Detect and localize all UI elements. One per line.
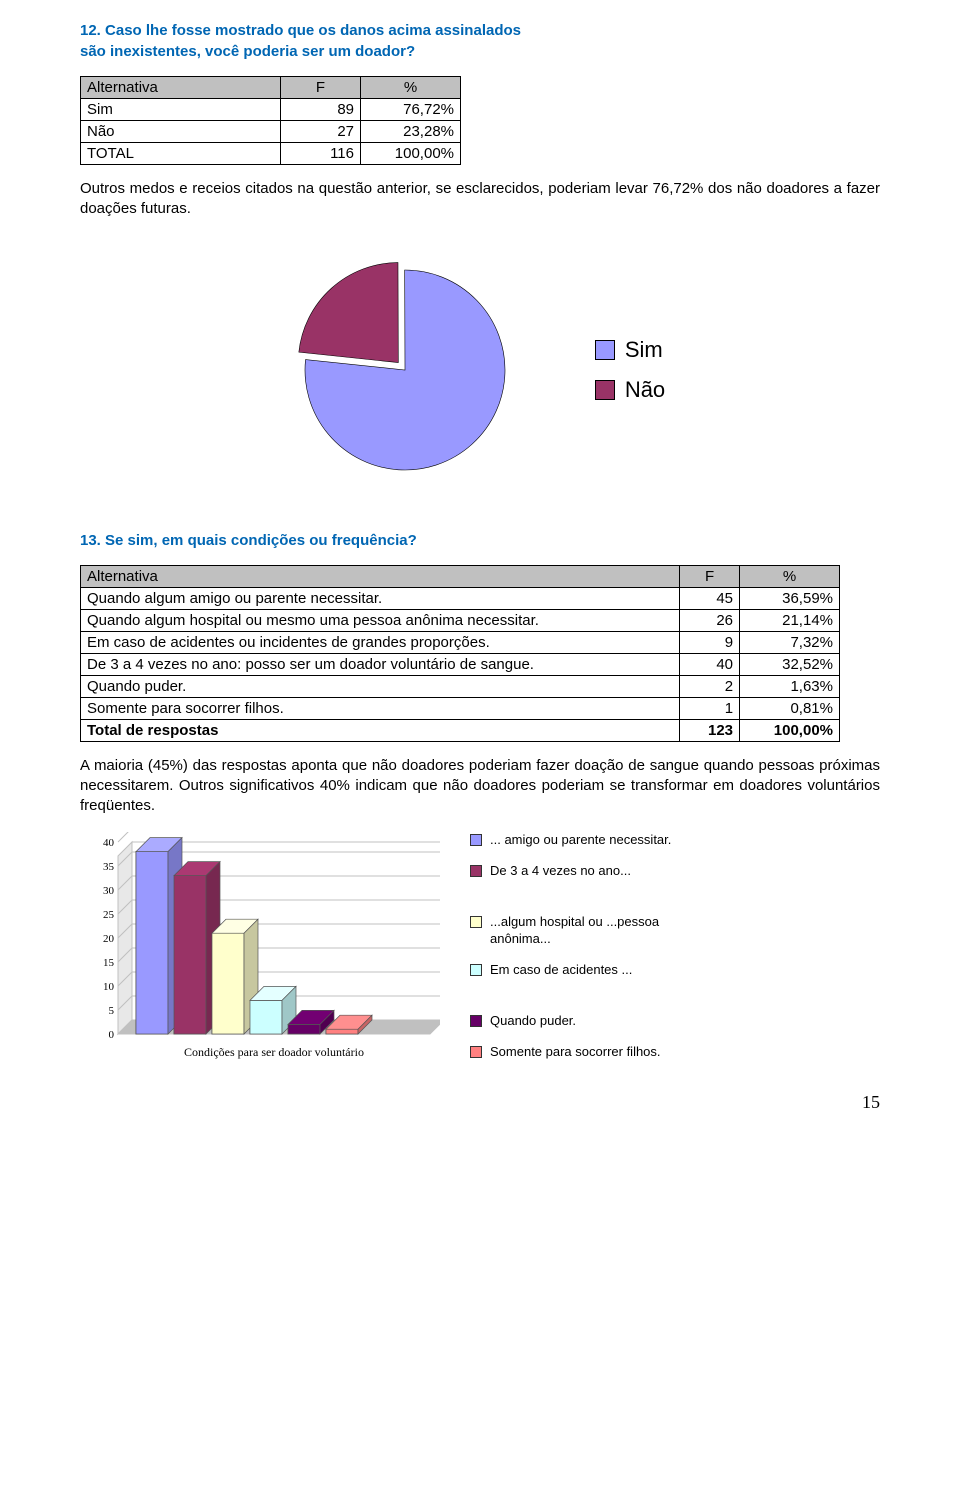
bar-face [174,876,206,1034]
q13-td: 36,59% [740,587,840,609]
bar-legend-row: ...algum hospital ou ...pessoa anônima..… [470,914,710,948]
y-tick-label: 10 [103,981,115,993]
legend-swatch [595,340,615,360]
q12-th: Alternativa [81,77,281,99]
q13-th: % [740,565,840,587]
bar-legend-row: Quando puder. [470,1013,710,1030]
bar-face [212,933,244,1034]
q12-td: 76,72% [361,99,461,121]
q13-td: 7,32% [740,631,840,653]
q13-td: Total de respostas [81,719,680,741]
q12-td: 27 [281,121,361,143]
q13-td: 0,81% [740,697,840,719]
q12-td: 23,28% [361,121,461,143]
q13-td: 21,14% [740,609,840,631]
q13-td: Somente para socorrer filhos. [81,697,680,719]
q13-title: 13. Se sim, em quais condições ou frequê… [80,530,880,551]
legend-swatch [470,916,482,928]
legend-swatch [470,964,482,976]
chart-sidewall [118,842,132,1034]
pie-legend-row: Não [595,377,665,403]
q13-td: Quando puder. [81,675,680,697]
y-tick-label: 35 [103,861,115,873]
q12-td: Sim [81,99,281,121]
q13-td: 9 [680,631,740,653]
q12-pie-legend: Sim Não [595,337,665,403]
y-tick-label: 5 [109,1005,115,1017]
q12-th: F [281,77,361,99]
legend-swatch [595,380,615,400]
y-tick-label: 25 [103,909,115,921]
bar-face [136,852,168,1034]
page-number: 15 [80,1092,880,1113]
legend-swatch [470,1046,482,1058]
legend-label: Sim [625,337,663,363]
q12-td: 100,00% [361,143,461,165]
bar-legend-row: Somente para socorrer filhos. [470,1044,710,1061]
q13-td: 26 [680,609,740,631]
q13-th: Alternativa [81,565,680,587]
q12-title-l2: são inexistentes, você poderia ser um do… [80,43,415,60]
q13-td: Quando algum hospital ou mesmo uma pesso… [81,609,680,631]
q13-body: A maioria (45%) das respostas aponta que… [80,756,880,817]
q13-bar-legend: ... amigo ou parente necessitar. De 3 a 4… [470,832,710,1060]
q13-td: De 3 a 4 vezes no ano: posso ser um doad… [81,653,680,675]
q13-td: 32,52% [740,653,840,675]
q12-title: 12. Caso lhe fosse mostrado que os danos… [80,20,880,62]
q12-th: % [361,77,461,99]
legend-label: ... amigo ou parente necessitar. [490,832,671,849]
pie-slice [299,262,398,362]
q12-td: 89 [281,99,361,121]
q13-td: 123 [680,719,740,741]
y-tick-label: 0 [109,1029,115,1041]
grid-seg [118,832,132,842]
q13-td: 1 [680,697,740,719]
legend-swatch [470,834,482,846]
legend-label: Em caso de acidentes ... [490,962,632,979]
q13-table: AlternativaF% Quando algum amigo ou paren… [80,565,840,742]
q12-title-l1: 12. Caso lhe fosse mostrado que os danos… [80,22,521,39]
legend-label: ...algum hospital ou ...pessoa anônima..… [490,914,710,948]
q12-table: AlternativaF% Sim8976,72% Não2723,28% TOTAL… [80,76,461,165]
y-tick-label: 30 [103,885,115,897]
q12-td: 116 [281,143,361,165]
q13-td: 2 [680,675,740,697]
q12-pie-block: Sim Não [80,260,880,480]
q13-th: F [680,565,740,587]
legend-label: De 3 a 4 vezes no ano... [490,863,631,880]
legend-swatch [470,1015,482,1027]
y-tick-label: 15 [103,957,115,969]
q13-bar-block: 0 5 10 15 20 25 30 35 40 Condições para ser doado… [80,832,880,1062]
bar-face [326,1029,358,1034]
q13-td: 45 [680,587,740,609]
legend-swatch [470,865,482,877]
bar-legend-row: Em caso de acidentes ... [470,962,710,979]
q13-td: 40 [680,653,740,675]
bar-legend-row: De 3 a 4 vezes no ano... [470,863,710,880]
q13-td: Em caso de acidentes ou incidentes de gr… [81,631,680,653]
q13-td: 1,63% [740,675,840,697]
q12-td: Não [81,121,281,143]
legend-label: Não [625,377,665,403]
q12-body: Outros medos e receios citados na questã… [80,179,880,220]
bar-legend-row: ... amigo ou parente necessitar. [470,832,710,849]
legend-label: Quando puder. [490,1013,576,1030]
q12-td: TOTAL [81,143,281,165]
q13-td: Quando algum amigo ou parente necessitar… [81,587,680,609]
pie-legend-row: Sim [595,337,665,363]
bar-face [250,1001,282,1035]
legend-label: Somente para socorrer filhos. [490,1044,661,1061]
q13-bar-chart: 0 5 10 15 20 25 30 35 40 Condições para ser doado… [80,832,440,1062]
bar-xlabel: Condições para ser doador voluntário [184,1045,364,1059]
y-tick-label: 20 [103,933,115,945]
q12-pie-chart [295,260,525,480]
y-tick-label: 40 [103,837,115,849]
q13-td: 100,00% [740,719,840,741]
bar-face [288,1025,320,1035]
